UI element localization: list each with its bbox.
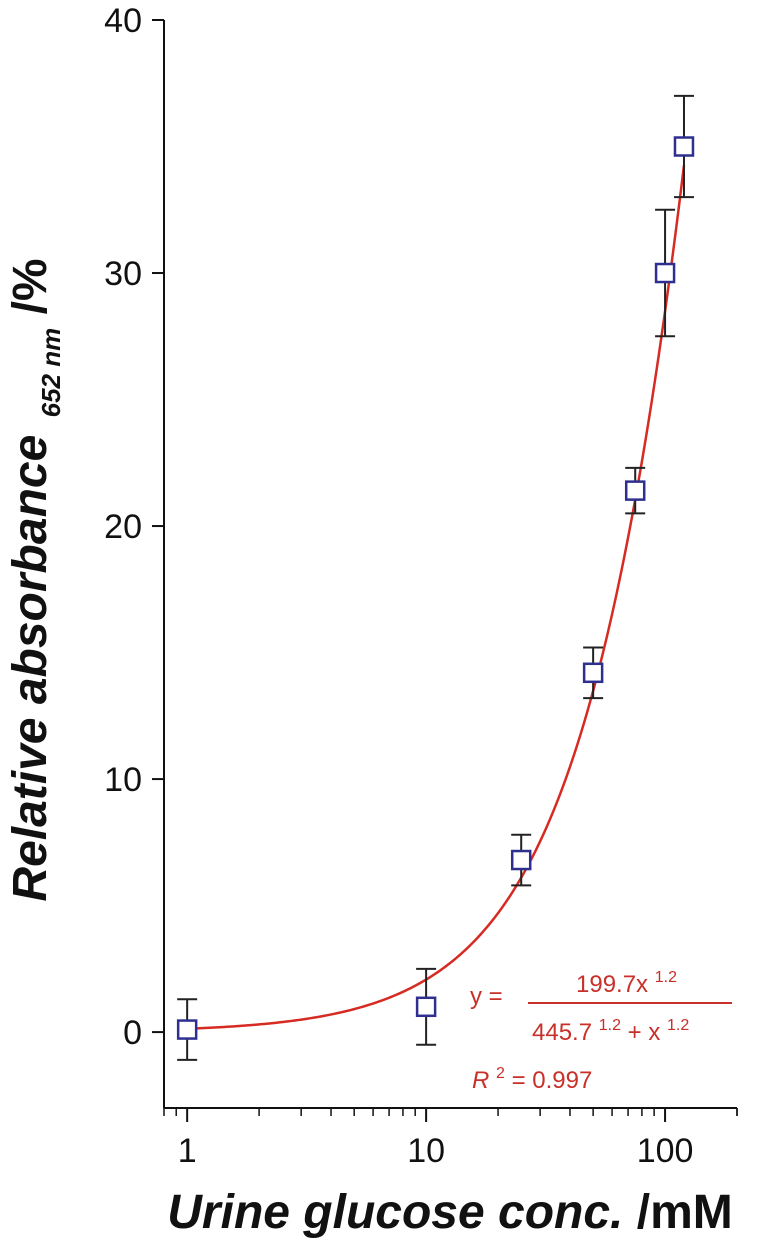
y-tick-label: 30	[104, 255, 142, 293]
eq-denominator-base: 445.7	[532, 1019, 592, 1046]
axes	[163, 20, 737, 1109]
y-axis-label-subscript: 652 nm	[36, 328, 66, 418]
square-marker	[654, 262, 676, 284]
square-marker	[624, 480, 646, 501]
x-axis-label-unit: /mM	[637, 1186, 733, 1239]
x-ticks: 1 10 100	[163, 1108, 738, 1170]
x-tick-label: 100	[637, 1132, 694, 1170]
square-marker	[415, 996, 437, 1018]
square-marker	[176, 1019, 198, 1040]
fit-layer	[187, 165, 686, 1030]
eq-numerator-exp: 1.2	[655, 969, 677, 986]
data-point	[510, 833, 532, 887]
y-tick-label: 20	[104, 508, 142, 546]
data-point	[415, 967, 437, 1046]
x-tick-label: 1	[178, 1132, 197, 1170]
eq-numerator: 199.7x 1.2	[576, 969, 677, 998]
square-marker	[673, 136, 695, 157]
data-point	[673, 94, 695, 199]
y-tick-label: 10	[104, 761, 142, 799]
data-point	[624, 466, 646, 515]
y-ticks: 0 10 20 30 40	[104, 2, 164, 1052]
fit-equation: y = 199.7x 1.2 445.7 1.2 + x 1.2 R 2 = 0…	[470, 969, 732, 1094]
y-tick-label: 0	[123, 1014, 142, 1052]
eq-y: y =	[470, 983, 503, 1010]
y-axis-label-main: Relative absorbance	[4, 435, 57, 902]
eq-numerator-base: 199.7x	[576, 971, 648, 998]
eq-r2-value: = 0.997	[512, 1067, 593, 1094]
eq-r-squared: R 2 = 0.997	[472, 1057, 592, 1094]
x-axis-label-main: Urine glucose conc.	[167, 1186, 623, 1239]
data-point	[654, 208, 676, 338]
y-tick-label: 40	[104, 2, 142, 40]
y-axis-label-unit: /%	[4, 258, 57, 314]
eq-denominator-exp: 1.2	[599, 1017, 621, 1034]
eq-r2-sup: 2	[496, 1065, 505, 1082]
y-axis-label: Relative absorbance 652 nm /%	[4, 258, 71, 901]
points-layer	[176, 94, 695, 1061]
eq-denominator: 445.7 1.2 + x 1.2	[532, 1009, 689, 1046]
square-marker	[582, 662, 604, 684]
eq-r2-label: R	[472, 1067, 489, 1094]
data-point	[582, 646, 604, 700]
x-axis-label: Urine glucose conc. /mM	[167, 1186, 732, 1239]
square-marker	[510, 849, 532, 871]
fit-curve	[187, 165, 686, 1030]
x-tick-label: 10	[407, 1132, 445, 1170]
eq-denominator-exp2: 1.2	[667, 1017, 689, 1034]
data-point	[176, 998, 198, 1061]
eq-denominator-plus: + x	[628, 1019, 661, 1046]
